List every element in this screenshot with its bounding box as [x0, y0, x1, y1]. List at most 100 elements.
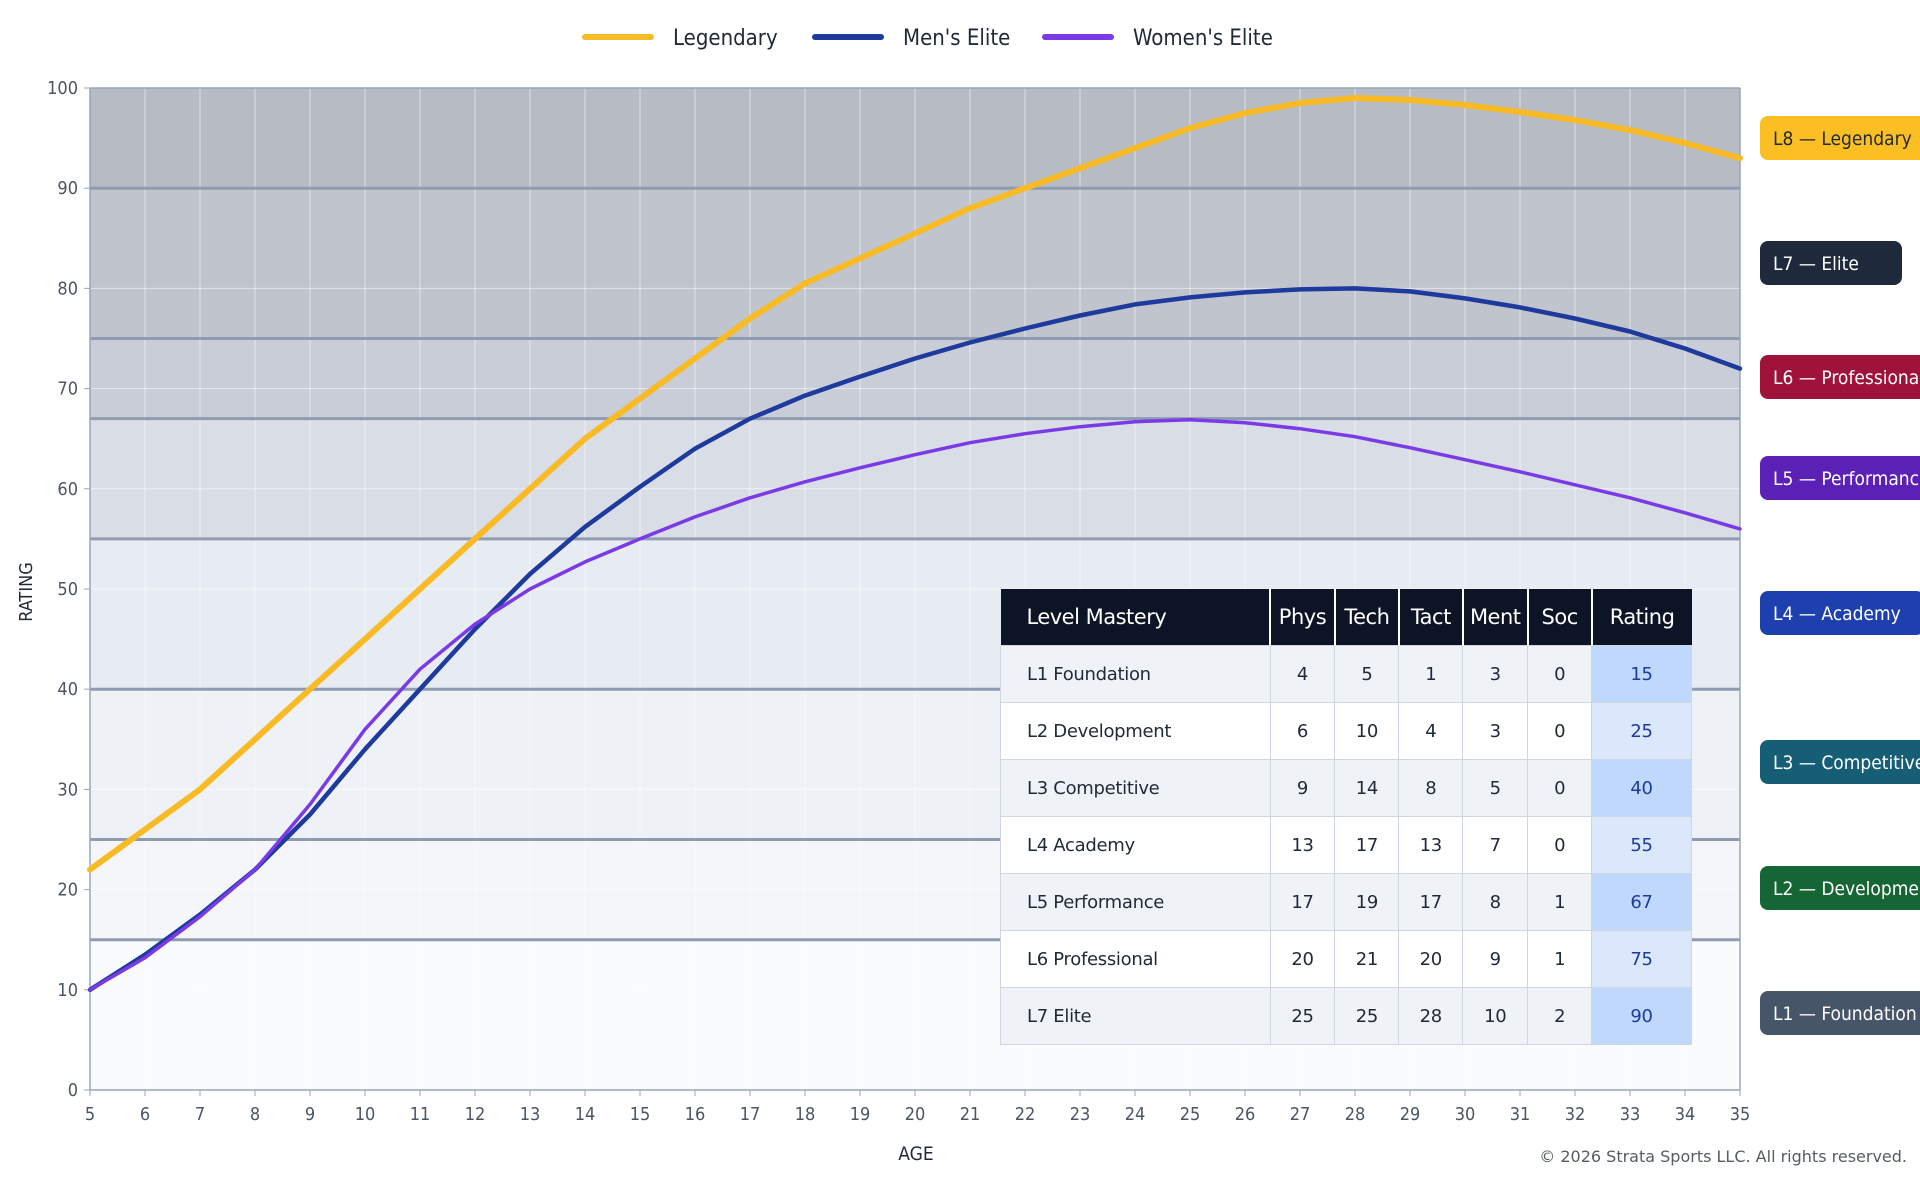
score-cell: 8 [1398, 759, 1464, 817]
table-row: L6 Professional 20 21 20 9 1 75 [1000, 930, 1692, 988]
score-cell: 4 [1269, 645, 1336, 703]
score-cell: 9 [1462, 930, 1529, 988]
y-tick-label: 100 [47, 78, 78, 99]
col-header-phys: Phys [1269, 589, 1335, 646]
score-cell: 6 [1269, 702, 1336, 760]
level-badge-label: L7 — Elite [1773, 253, 1859, 275]
score-cell: 2 [1527, 987, 1593, 1045]
y-tick-label: 80 [57, 278, 78, 299]
rating-cell: 90 [1591, 987, 1692, 1045]
y-tick-labels: 0 10 20 30 40 50 60 70 80 90 100 [47, 78, 90, 1101]
score-cell: 10 [1462, 987, 1529, 1045]
x-tick-label: 13 [520, 1104, 541, 1125]
series-line-men-s-elite [87, 286, 1743, 993]
level-badge [1760, 591, 1920, 635]
score-cell: 25 [1269, 987, 1336, 1045]
score-cell: 9 [1269, 759, 1336, 817]
level-badge [1760, 116, 1920, 160]
col-header-tact: Tact [1397, 589, 1463, 646]
x-tick-label: 10 [355, 1104, 376, 1125]
x-tick-label: 27 [1290, 1104, 1311, 1125]
y-tick-label: 20 [57, 880, 78, 901]
y-tick-label: 10 [57, 980, 78, 1001]
rating-cell: 40 [1591, 759, 1692, 817]
score-cell: 21 [1334, 930, 1400, 988]
x-tick-label: 7 [195, 1104, 205, 1125]
col-header-level: Level Mastery [1000, 589, 1270, 646]
x-tick-label: 19 [850, 1104, 871, 1125]
legend-label-women-s-elite: Women's Elite [1133, 26, 1273, 51]
level-badge-label: L2 — Development [1773, 878, 1920, 900]
legend-label-men-s-elite: Men's Elite [903, 26, 1010, 51]
score-cell: 17 [1269, 873, 1336, 931]
score-cell: 5 [1462, 759, 1529, 817]
x-tick-label: 9 [305, 1104, 315, 1125]
level-badge-label: L1 — Foundation [1773, 1003, 1917, 1025]
y-axis-label: RATING [16, 562, 37, 622]
rating-cell: 25 [1591, 702, 1692, 760]
level-badges: L1 — Foundation L2 — Development L3 — Comp… [1760, 116, 1920, 1035]
rating-cell: 55 [1591, 816, 1692, 874]
level-name-cell: L2 Development [1000, 702, 1271, 760]
level-badge [1760, 866, 1920, 910]
score-cell: 4 [1398, 702, 1464, 760]
y-tick-label: 0 [68, 1080, 78, 1101]
series-line-women-s-elite [88, 417, 1742, 992]
x-tick-label: 12 [465, 1104, 486, 1125]
legend[interactable]: Legendary Men's Elite Women's Elite [582, 26, 1273, 51]
level-mastery-table: Level Mastery Phys Tech Tact Ment Soc Ra… [1000, 589, 1692, 1045]
x-tick-label: 25 [1180, 1104, 1201, 1125]
score-cell: 13 [1398, 816, 1464, 874]
x-tick-label: 35 [1730, 1104, 1751, 1125]
level-badge [1760, 355, 1920, 399]
y-tick-label: 70 [57, 379, 78, 400]
level-badge [1760, 456, 1920, 500]
rating-cell: 75 [1591, 930, 1692, 988]
col-header-tech: Tech [1333, 589, 1399, 646]
table-row: L7 Elite 25 25 28 10 2 90 [1000, 987, 1692, 1045]
x-tick-label: 18 [795, 1104, 816, 1125]
score-cell: 1 [1527, 873, 1593, 931]
table-header-row: Level Mastery Phys Tech Tact Ment Soc Ra… [1000, 589, 1692, 646]
table-row: L1 Foundation 4 5 1 3 0 15 [1000, 645, 1692, 703]
level-badge-label: L5 — Performance [1773, 468, 1920, 490]
x-tick-label: 29 [1400, 1104, 1421, 1125]
score-cell: 1 [1398, 645, 1464, 703]
series-lines [87, 95, 1743, 993]
x-tick-label: 8 [250, 1104, 260, 1125]
col-header-ment: Ment [1461, 589, 1528, 646]
x-tick-label: 21 [960, 1104, 981, 1125]
y-tick-label: 40 [57, 679, 78, 700]
x-tick-labels: 5 6 7 8 9 10 11 12 13 14 15 16 17 18 19 20 21 22 23 24 25 26 2… [85, 1090, 1750, 1125]
x-axis-label: AGE [898, 1143, 933, 1165]
level-mastery-table-wrap: Level Mastery Phys Tech Tact Ment Soc Ra… [1000, 589, 1692, 1045]
x-tick-label: 17 [740, 1104, 761, 1125]
score-cell: 28 [1398, 987, 1464, 1045]
x-tick-label: 34 [1675, 1104, 1696, 1125]
level-name-cell: L7 Elite [1000, 987, 1271, 1045]
score-cell: 8 [1462, 873, 1529, 931]
x-tick-label: 31 [1510, 1104, 1531, 1125]
score-cell: 0 [1527, 759, 1593, 817]
score-cell: 1 [1527, 930, 1593, 988]
score-cell: 3 [1462, 645, 1529, 703]
x-tick-label: 16 [685, 1104, 706, 1125]
score-cell: 0 [1527, 702, 1593, 760]
y-tick-label: 60 [57, 479, 78, 500]
copyright-notice: © 2026 Strata Sports LLC. All rights res… [1539, 1147, 1907, 1166]
x-tick-label: 26 [1235, 1104, 1256, 1125]
score-cell: 13 [1269, 816, 1336, 874]
x-tick-label: 23 [1070, 1104, 1091, 1125]
level-badge [1760, 991, 1920, 1035]
x-tick-label: 20 [905, 1104, 926, 1125]
score-cell: 17 [1398, 873, 1464, 931]
score-cell: 0 [1527, 645, 1593, 703]
x-tick-label: 32 [1565, 1104, 1586, 1125]
x-tick-label: 24 [1125, 1104, 1146, 1125]
x-tick-label: 11 [410, 1104, 431, 1125]
rating-cell: 15 [1591, 645, 1692, 703]
col-header-soc: Soc [1526, 589, 1592, 646]
score-cell: 0 [1527, 816, 1593, 874]
legend-label-legendary: Legendary [673, 26, 778, 51]
score-cell: 20 [1269, 930, 1336, 988]
